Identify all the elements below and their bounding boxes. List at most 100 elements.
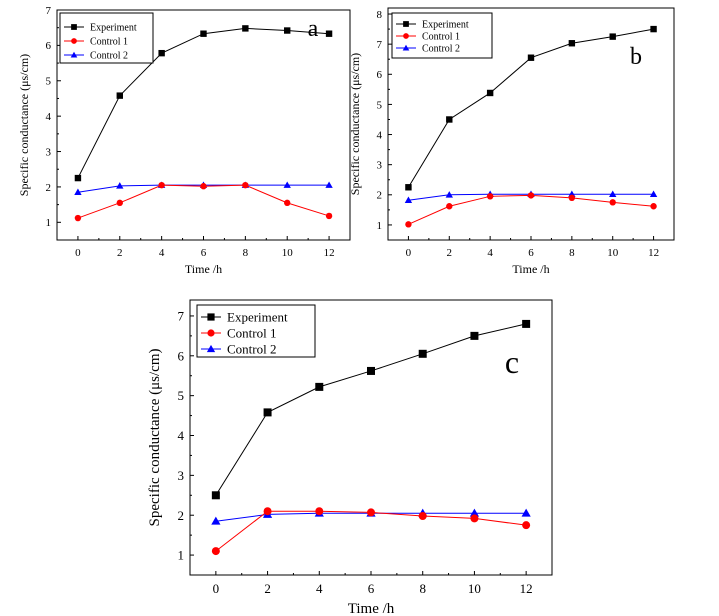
panel-label: c <box>505 344 519 380</box>
data-point-circle <box>158 181 165 189</box>
legend-item: Control 2 <box>396 44 460 55</box>
legend-label: Control 2 <box>90 51 128 62</box>
legend-item: Experiment <box>64 23 137 34</box>
x-tick-label: 10 <box>607 247 619 259</box>
data-point-circle <box>650 203 657 210</box>
x-axis-label: Time /h <box>348 601 395 616</box>
data-point-circle <box>315 507 324 516</box>
x-tick-label: 10 <box>468 581 481 596</box>
legend-label: Experiment <box>422 20 469 31</box>
data-point-triangle <box>649 190 658 197</box>
data-point-square <box>470 331 479 340</box>
data-point-square <box>284 27 291 34</box>
data-point-circle <box>200 183 207 190</box>
y-tick-label: 3 <box>46 146 52 158</box>
data-point-circle <box>367 508 375 517</box>
x-axis-label: Time /h <box>185 262 222 276</box>
x-axis-label: Time /h <box>512 262 549 276</box>
data-point-circle <box>568 194 576 202</box>
data-point-square <box>650 25 657 33</box>
y-tick-label: 3 <box>178 468 185 483</box>
y-tick-label: 6 <box>377 69 383 81</box>
data-point-triangle <box>74 188 82 195</box>
series-experiment <box>74 25 333 182</box>
x-tick-label: 0 <box>406 247 412 259</box>
y-tick-label: 7 <box>377 39 383 51</box>
data-point-circle <box>609 199 616 206</box>
legend-label: Control 2 <box>227 342 276 357</box>
data-point-triangle <box>211 516 221 525</box>
data-point-circle <box>470 514 479 523</box>
x-tick-label: 6 <box>201 247 207 259</box>
x-tick-label: 2 <box>264 581 271 596</box>
data-point-circle <box>211 547 220 556</box>
series-control-1 <box>211 507 531 556</box>
y-tick-label: 7 <box>46 5 52 17</box>
legend-label: Control 1 <box>227 326 276 341</box>
legend-label: Control 2 <box>422 44 460 55</box>
data-point-square <box>74 174 82 182</box>
series-line <box>77 184 330 219</box>
panel-label: a <box>308 16 319 42</box>
data-point-square <box>403 21 409 27</box>
x-tick-label: 6 <box>528 247 534 259</box>
x-tick-label: 2 <box>117 247 123 259</box>
data-point-square <box>522 319 531 328</box>
data-point-square <box>609 33 616 40</box>
data-point-circle <box>74 214 82 222</box>
data-point-circle <box>71 38 77 44</box>
x-tick-label: 12 <box>520 581 533 596</box>
legend-item: Experiment <box>201 310 288 325</box>
y-tick-label: 5 <box>46 76 52 88</box>
data-point-square <box>486 89 494 97</box>
data-point-circle <box>325 212 333 220</box>
y-axis-label: Specific conductance (μs/cm) <box>348 53 362 195</box>
x-tick-label: 2 <box>447 247 453 259</box>
y-tick-label: 2 <box>377 190 383 202</box>
y-tick-label: 1 <box>178 548 185 563</box>
data-point-square <box>207 313 215 321</box>
legend-label: Control 1 <box>422 32 460 43</box>
data-point-circle <box>263 507 272 516</box>
data-point-square <box>242 25 249 32</box>
data-point-circle <box>522 521 531 530</box>
y-tick-label: 4 <box>377 129 383 141</box>
x-tick-label: 12 <box>324 247 335 259</box>
data-point-circle <box>284 199 291 207</box>
series-experiment <box>211 319 531 500</box>
x-tick-label: 0 <box>75 247 81 259</box>
x-tick-label: 0 <box>213 581 220 596</box>
data-point-circle <box>403 33 409 39</box>
y-tick-label: 6 <box>46 40 52 52</box>
data-point-square <box>446 116 453 123</box>
x-tick-label: 6 <box>368 581 375 596</box>
data-point-triangle <box>206 344 216 353</box>
data-point-circle <box>207 329 215 337</box>
data-point-triangle <box>521 508 531 517</box>
legend-item: Control 1 <box>64 37 128 48</box>
data-point-square <box>418 349 427 358</box>
y-tick-label: 1 <box>377 220 383 232</box>
data-point-circle <box>116 199 123 207</box>
y-tick-label: 5 <box>178 388 185 403</box>
panel-label: b <box>630 44 642 70</box>
series-line <box>215 510 527 552</box>
x-tick-label: 12 <box>648 247 659 259</box>
y-tick-label: 2 <box>46 182 52 194</box>
data-point-square <box>211 491 220 500</box>
data-point-triangle <box>445 191 453 198</box>
data-point-square <box>315 382 324 391</box>
series-line <box>408 194 654 225</box>
y-tick-label: 5 <box>377 99 383 111</box>
data-point-triangle <box>283 181 291 188</box>
legend-item: Control 2 <box>64 51 128 62</box>
data-point-square <box>325 30 333 37</box>
x-tick-label: 8 <box>569 247 575 259</box>
data-point-circle <box>527 192 535 199</box>
data-point-circle <box>418 512 427 521</box>
